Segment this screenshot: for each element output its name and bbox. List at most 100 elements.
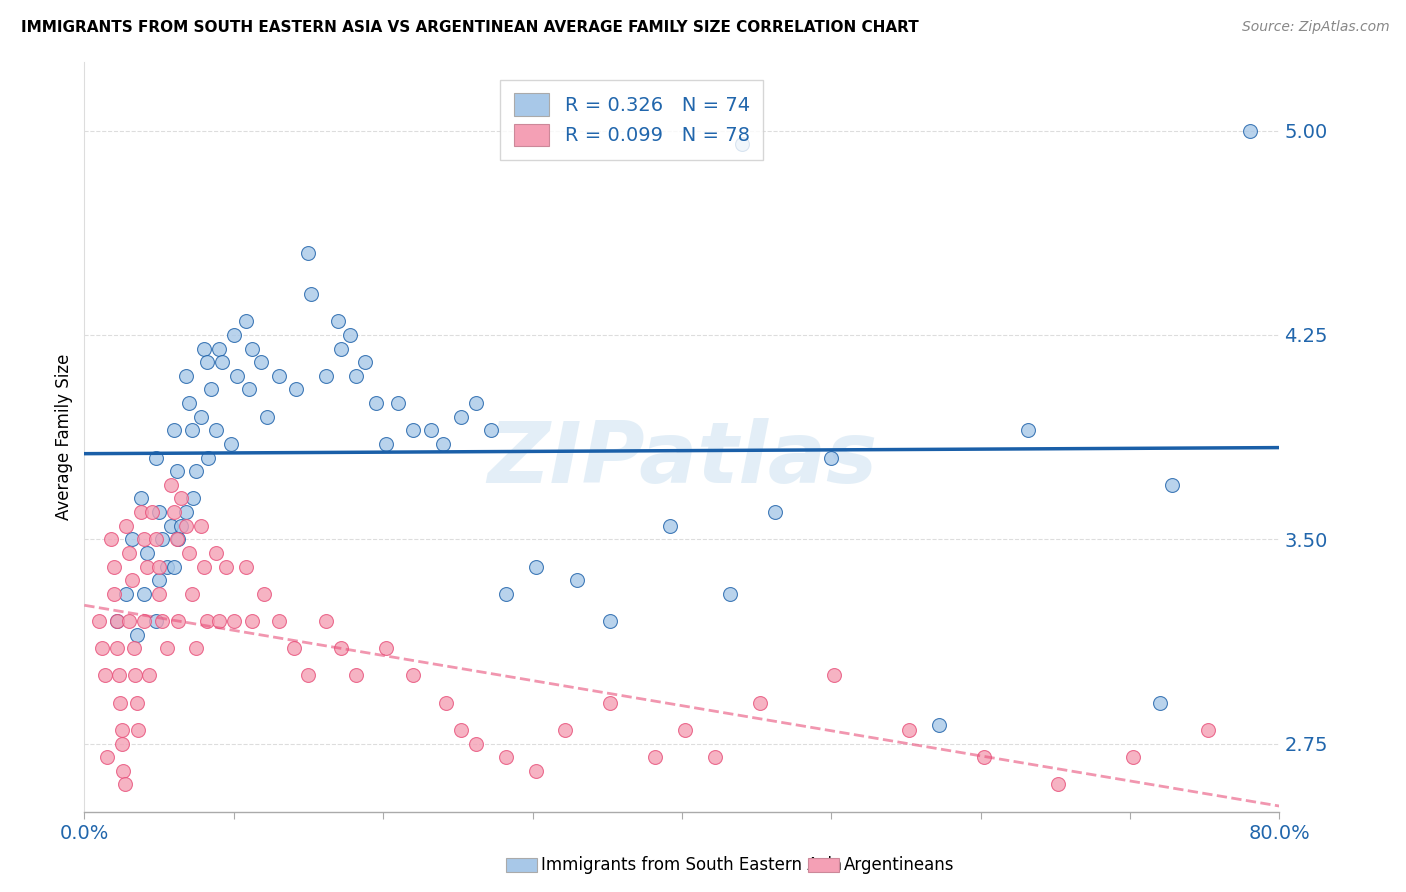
Point [599, 614, 621, 628]
Point [567, 573, 589, 587]
Point [1047, 777, 1070, 791]
Point [1122, 750, 1144, 764]
Point [659, 518, 682, 533]
Point [763, 505, 786, 519]
Point [928, 717, 950, 731]
Point [195, 355, 218, 369]
Point [339, 327, 361, 342]
Text: Argentineans: Argentineans [844, 856, 955, 874]
Point [330, 641, 353, 656]
Point [1018, 423, 1040, 437]
Point [193, 342, 215, 356]
Point [155, 641, 177, 656]
Text: Immigrants from South Eastern Asia: Immigrants from South Eastern Asia [541, 856, 842, 874]
Point [235, 559, 257, 574]
Point [121, 573, 143, 587]
Point [225, 368, 247, 383]
Point [177, 396, 200, 410]
Point [240, 614, 263, 628]
Point [718, 587, 741, 601]
Point [155, 559, 177, 574]
Point [479, 423, 502, 437]
Point [148, 559, 170, 574]
Y-axis label: Average Family Size: Average Family Size [55, 354, 73, 520]
Point [208, 614, 231, 628]
Point [89, 614, 111, 628]
Point [200, 383, 222, 397]
Point [136, 559, 159, 574]
Point [464, 396, 486, 410]
Point [150, 533, 173, 547]
Point [145, 533, 167, 547]
Point [124, 668, 146, 682]
Point [136, 546, 159, 560]
Point [96, 750, 118, 764]
Point [118, 546, 141, 560]
Point [122, 641, 145, 656]
Point [115, 518, 138, 533]
Point [222, 327, 245, 342]
Point [344, 368, 367, 383]
Point [105, 614, 128, 628]
Point [110, 696, 132, 710]
Point [125, 696, 148, 710]
Point [387, 396, 409, 410]
Point [181, 423, 204, 437]
Point [330, 342, 353, 356]
Point [285, 383, 308, 397]
Point [111, 737, 134, 751]
Point [170, 518, 193, 533]
Point [554, 723, 576, 737]
Point [100, 533, 122, 547]
Point [375, 437, 398, 451]
Point [166, 464, 188, 478]
Point [315, 368, 337, 383]
Point [160, 477, 183, 491]
Point [121, 533, 143, 547]
Point [249, 355, 271, 369]
Point [208, 342, 231, 356]
Point [731, 137, 754, 152]
Point [524, 764, 547, 778]
Point [524, 559, 547, 574]
Point [112, 764, 135, 778]
Point [267, 614, 290, 628]
Point [105, 614, 128, 628]
Point [127, 723, 149, 737]
Point [186, 641, 208, 656]
Point [301, 287, 323, 301]
Point [181, 587, 204, 601]
Point [315, 614, 337, 628]
Point [354, 355, 377, 369]
Point [166, 533, 188, 547]
Point [283, 641, 305, 656]
Point [253, 587, 276, 601]
Point [256, 409, 278, 424]
Point [402, 668, 425, 682]
Point [141, 505, 163, 519]
Point [167, 614, 190, 628]
Point [1197, 723, 1219, 737]
Point [375, 641, 398, 656]
Point [673, 723, 696, 737]
Point [748, 696, 770, 710]
Point [132, 587, 156, 601]
Point [222, 614, 245, 628]
Point [211, 355, 233, 369]
Point [193, 559, 215, 574]
Point [450, 723, 472, 737]
Point [148, 587, 170, 601]
Point [235, 314, 257, 328]
Text: Source: ZipAtlas.com: Source: ZipAtlas.com [1241, 20, 1389, 34]
Point [125, 627, 148, 641]
Point [238, 383, 260, 397]
Point [114, 777, 136, 791]
Point [344, 668, 367, 682]
Point [111, 723, 134, 737]
Point [190, 409, 212, 424]
Point [118, 614, 141, 628]
Point [898, 723, 921, 737]
Point [132, 614, 156, 628]
Point [495, 587, 517, 601]
Legend: R = 0.326   N = 74, R = 0.099   N = 78: R = 0.326 N = 74, R = 0.099 N = 78 [501, 79, 763, 160]
